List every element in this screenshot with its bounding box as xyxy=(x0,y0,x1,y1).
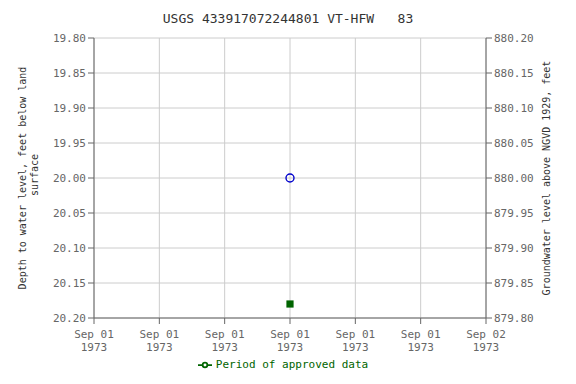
html-text:USGS 433917072244801 VT-HFW 83: USGS 433917072244801 VT-HFW 83 xyxy=(162,11,414,26)
svg-text:880.15: 880.15 xyxy=(494,67,534,80)
svg-text:879.90: 879.90 xyxy=(494,242,534,255)
svg-text:879.80: 879.80 xyxy=(494,312,534,325)
svg-text:19.80: 19.80 xyxy=(53,32,86,45)
svg-text:Sep 011973: Sep 011973 xyxy=(139,328,179,354)
svg-text:20.20: 20.20 xyxy=(53,312,86,325)
svg-text:880.00: 880.00 xyxy=(494,172,534,185)
svg-text:Sep 021973: Sep 021973 xyxy=(466,328,506,354)
svg-text:19.90: 19.90 xyxy=(53,102,86,115)
svg-text:Sep 011973: Sep 011973 xyxy=(335,328,375,354)
svg-text:20.10: 20.10 xyxy=(53,242,86,255)
svg-text:Depth to water level, feet bel: Depth to water level, feet below land su… xyxy=(17,67,40,290)
svg-text:880.20: 880.20 xyxy=(494,32,534,45)
svg-text:879.95: 879.95 xyxy=(494,207,534,220)
svg-text:19.95: 19.95 xyxy=(53,137,86,150)
svg-text:Sep 011973: Sep 011973 xyxy=(401,328,441,354)
svg-text:879.85: 879.85 xyxy=(494,277,534,290)
svg-text:880.05: 880.05 xyxy=(494,137,534,150)
svg-text:880.10: 880.10 xyxy=(494,102,534,115)
svg-text:Sep 011973: Sep 011973 xyxy=(205,328,245,354)
svg-text:20.05: 20.05 xyxy=(53,207,86,220)
svg-text:19.85: 19.85 xyxy=(53,67,86,80)
svg-text:20.00: 20.00 xyxy=(53,172,86,185)
svg-text:Groundwater level above NGVD 1: Groundwater level above NGVD 1929, feet xyxy=(541,61,552,296)
svg-text:Sep 011973: Sep 011973 xyxy=(270,328,310,354)
svg-text:20.15: 20.15 xyxy=(53,277,86,290)
svg-text:Sep 011973: Sep 011973 xyxy=(74,328,114,354)
html-text:Period of approved data: Period of approved data xyxy=(215,358,369,371)
